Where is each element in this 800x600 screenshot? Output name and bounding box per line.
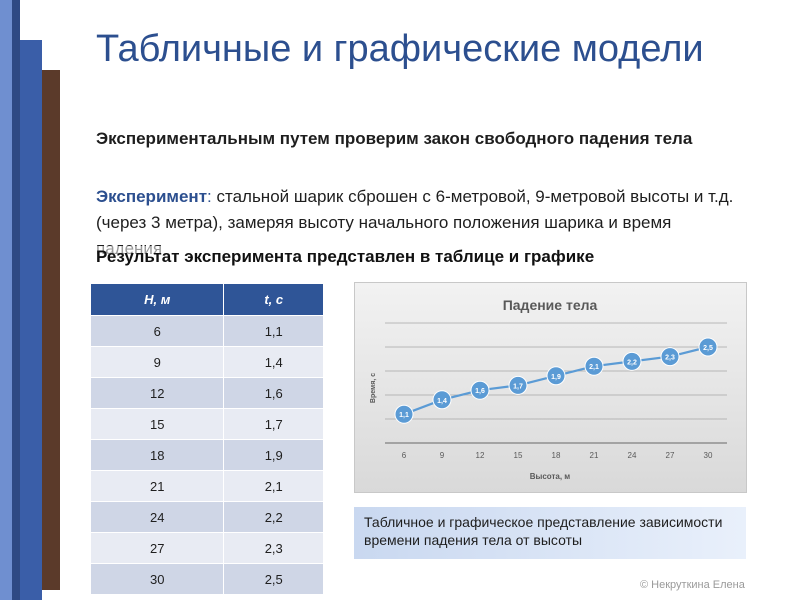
chart-data-point <box>470 380 490 400</box>
cell-time: 1,1 <box>223 315 324 347</box>
cell-time: 2,2 <box>223 501 324 533</box>
chart-data-point <box>660 347 680 367</box>
chart-data-point <box>546 366 566 386</box>
cell-time: 1,6 <box>223 377 324 409</box>
experiment-text: Эксперимент: стальной шарик сброшен с 6-… <box>96 184 736 254</box>
chart-data-label: 2,5 <box>703 345 713 352</box>
table-row: 27 2,3 <box>89 532 324 564</box>
data-table: H, м t, с 6 1,1 9 1,4 12 1,6 15 1,7 18 1,9 21… <box>89 283 324 595</box>
chart-x-tick-label: 9 <box>440 451 445 460</box>
chart-data-label: 1,6 <box>475 388 485 395</box>
chart-x-tick-label: 30 <box>704 451 713 460</box>
chart-data-label: 1,7 <box>513 383 523 390</box>
slide-title: Табличные и графические модели <box>96 28 704 70</box>
chart-y-axis-label: Время, с <box>370 373 377 403</box>
cell-height: 21 <box>89 470 225 502</box>
cell-time: 2,1 <box>223 470 324 502</box>
experiment-colon: : <box>207 187 212 206</box>
chart-data-point <box>584 356 604 376</box>
chart-x-tick-label: 18 <box>552 451 561 460</box>
decor-stripe-brown <box>42 70 60 590</box>
chart-title: Падение тела <box>503 297 598 313</box>
intro-text: Экспериментальным путем проверим закон с… <box>96 129 693 148</box>
chart-caption: Табличное и графическое представление за… <box>354 507 746 559</box>
table-row: 15 1,7 <box>89 408 324 440</box>
chart-x-tick-label: 21 <box>590 451 599 460</box>
chart-data-label: 2,2 <box>627 359 637 366</box>
chart-x-tick-label: 24 <box>628 451 637 460</box>
cell-height: 30 <box>89 563 225 595</box>
chart-x-tick-label: 12 <box>476 451 485 460</box>
chart-data-label: 1,1 <box>399 412 409 419</box>
chart-data-label: 1,9 <box>551 374 561 381</box>
experiment-lead: Эксперимент <box>96 187 208 206</box>
chart-data-label: 2,1 <box>589 364 599 371</box>
table-header-row: H, м t, с <box>89 283 324 316</box>
copyright-text: © Некруткина Елена <box>640 579 745 591</box>
cell-height: 9 <box>89 346 225 378</box>
decor-stripe-light <box>0 0 12 600</box>
cell-time: 2,3 <box>223 532 324 564</box>
cell-height: 24 <box>89 501 225 533</box>
cell-time: 2,5 <box>223 563 324 595</box>
decor-stripe-blue <box>20 40 42 600</box>
chart-data-point <box>508 375 528 395</box>
table-row: 24 2,2 <box>89 501 324 533</box>
table-row: 21 2,1 <box>89 470 324 502</box>
chart-data-point <box>432 390 452 410</box>
chart-x-tick-label: 6 <box>402 451 407 460</box>
table-row: 9 1,4 <box>89 346 324 378</box>
cell-time: 1,4 <box>223 346 324 378</box>
chart-data-point <box>698 337 718 357</box>
chart-x-tick-label: 15 <box>514 451 523 460</box>
fall-chart: Падение тела Время, с Высота, м 6 9 12 15 18… <box>370 297 727 481</box>
table-row: 6 1,1 <box>89 315 324 347</box>
cell-height: 27 <box>89 532 225 564</box>
table-row: 12 1,6 <box>89 377 324 409</box>
cell-height: 18 <box>89 439 225 471</box>
header-height: H, м <box>89 283 225 316</box>
chart-data-label: 2,3 <box>665 355 675 362</box>
chart-container: Падение тела Время, с Высота, м 6 9 12 15 18… <box>354 282 747 493</box>
cell-height: 12 <box>89 377 225 409</box>
table-row: 30 2,5 <box>89 563 324 595</box>
header-time: t, с <box>223 283 324 316</box>
chart-data-point <box>394 404 414 424</box>
result-text: Результат эксперимента представлен в таб… <box>96 246 776 268</box>
chart-x-axis-label: Высота, м <box>530 472 571 481</box>
cell-time: 1,7 <box>223 408 324 440</box>
cell-height: 6 <box>89 315 225 347</box>
chart-data-label: 1,4 <box>437 398 447 405</box>
table-row: 18 1,9 <box>89 439 324 471</box>
cell-time: 1,9 <box>223 439 324 471</box>
chart-x-tick-label: 27 <box>666 451 675 460</box>
cell-height: 15 <box>89 408 225 440</box>
experiment-description: стальной шарик сброшен с 6-метровой, 9-м… <box>96 187 734 254</box>
chart-data-point <box>622 351 642 371</box>
